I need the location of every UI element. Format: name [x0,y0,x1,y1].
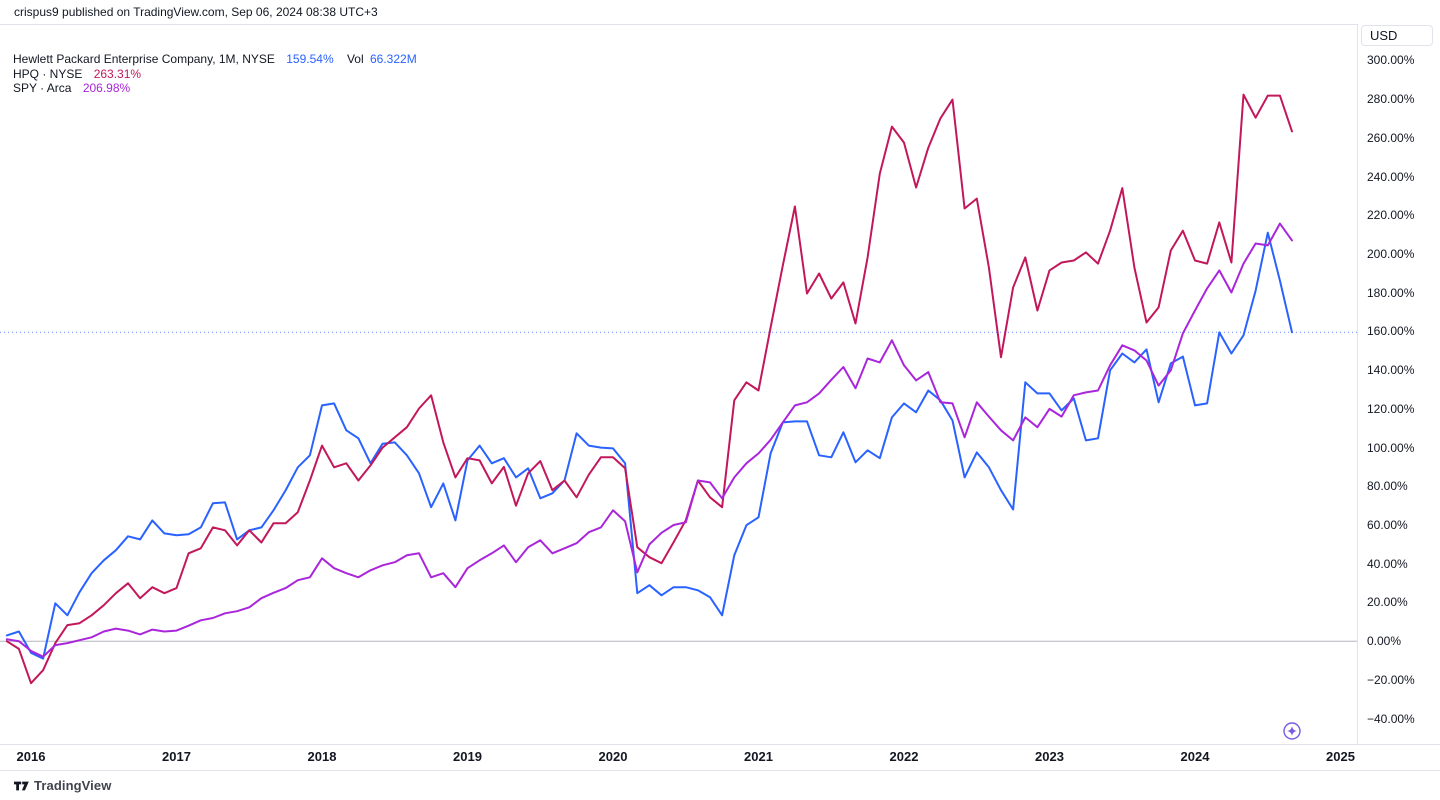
hpq-symbol-change: 263.31% [93,66,142,81]
chart-plot-area[interactable]: Hewlett Packard Enterprise Company, 1M, … [0,25,1440,799]
price-tick-label: 80.00% [1367,479,1408,494]
time-tick-label-2025: 2025 [1326,749,1355,764]
hpq-symbol-title: HPQ · NYSE [13,66,83,81]
time-tick-label-2021: 2021 [744,749,773,764]
time-tick-label-2019: 2019 [453,749,482,764]
price-tick-label: −40.00% [1367,711,1415,726]
time-axis[interactable]: 2016 2017 2018 2019 2020 2021 2022 2023 2024 2025 [0,744,1440,771]
spy-symbol-title: SPY · Arca [13,81,72,95]
hpe-main-line[interactable] [5,231,1293,660]
legend-row-spy[interactable]: SPY · Arca 206.98% [13,81,417,96]
time-tick-label-2018: 2018 [307,749,337,764]
price-tick-label: 240.00% [1367,169,1415,184]
price-tick-label: 60.00% [1367,518,1408,533]
legend-row-main-symbol[interactable]: Hewlett Packard Enterprise Company, 1M, … [13,52,417,67]
event-sparkle-marker[interactable] [1281,720,1303,742]
tradingview-logo-icon [14,781,29,790]
price-tick-label: 20.00% [1367,595,1408,610]
time-tick-label-2017: 2017 [162,749,191,764]
price-tick-label: −20.00% [1367,672,1415,687]
currency-label: USD [1361,25,1433,46]
volume-value: 66.322M [369,52,417,66]
price-tick-label: 0.00% [1367,634,1402,649]
time-tick-label-2016: 2016 [16,749,46,764]
spy-symbol-change: 206.98% [82,81,131,95]
price-tick-label: 140.00% [1367,363,1415,378]
tradingview-logo-link[interactable]: TradingView [14,778,111,793]
main-symbol-change: 159.54% [286,52,334,66]
time-tick-label-2023: 2023 [1035,749,1064,764]
price-tick-label: 40.00% [1367,556,1408,571]
price-tick-label: 160.00% [1367,324,1415,339]
price-tick-label: 200.00% [1367,246,1415,261]
volume-label: Vol [346,52,364,66]
published-attribution-text: crispus9 published on TradingView.com, S… [14,5,378,19]
header-bar: crispus9 published on TradingView.com, S… [0,0,1440,25]
spy-compare-line[interactable] [5,222,1293,658]
chart-legend: Hewlett Packard Enterprise Company, 1M, … [13,52,417,97]
hpq-compare-line[interactable] [5,93,1293,685]
price-tick-label: 260.00% [1367,130,1415,145]
price-tick-label: 180.00% [1367,285,1415,300]
tradingview-brand-text: TradingView [34,778,112,793]
price-tick-label: 220.00% [1367,208,1415,223]
price-tick-label: 120.00% [1367,401,1415,416]
price-tick-label: 280.00% [1367,92,1415,107]
price-axis[interactable]: USD 300.00% 280.00% 260.00% 240.00% 220.00% 2… [1357,24,1440,744]
main-symbol-title: Hewlett Packard Enterprise Company, 1M, … [13,52,275,66]
time-tick-label-2020: 2020 [598,749,628,764]
price-chart-canvas[interactable] [0,25,1440,799]
price-tick-label: 300.00% [1367,53,1415,68]
time-tick-label-2022: 2022 [889,749,919,764]
legend-row-hpq[interactable]: HPQ · NYSE 263.31% [13,66,417,82]
price-tick-label: 100.00% [1367,440,1415,455]
time-tick-label-2024: 2024 [1180,749,1210,764]
footer-bar: TradingView [0,770,1440,800]
